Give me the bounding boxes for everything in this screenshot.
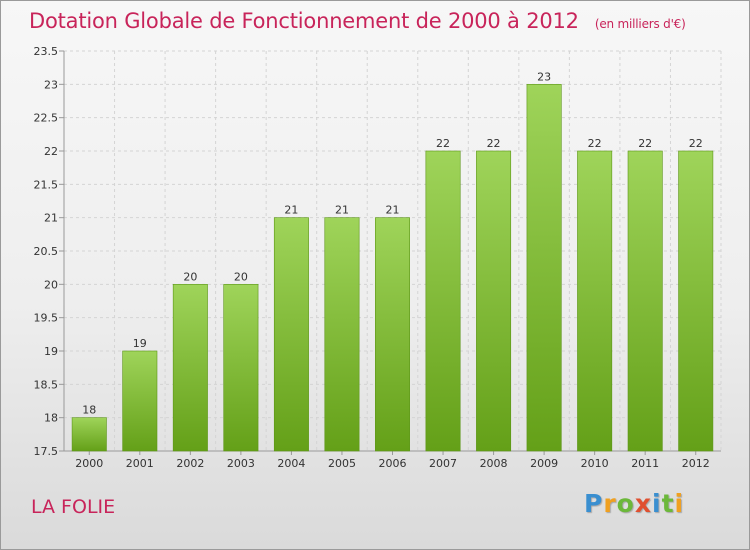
bar-value-label: 22: [689, 137, 703, 150]
bar: [273, 217, 309, 452]
bar: [627, 150, 663, 452]
y-tick-label: 21: [44, 212, 58, 225]
bar: [223, 284, 259, 452]
x-tick-label: 2005: [328, 457, 356, 470]
bar-value-label: 20: [234, 270, 248, 283]
bar-value-label: 21: [335, 204, 349, 217]
x-tick-label: 2003: [227, 457, 255, 470]
bar-value-label: 23: [537, 70, 551, 83]
x-tick-label: 2002: [176, 457, 204, 470]
logo-letter: i: [674, 489, 685, 518]
logo-letter: t: [661, 489, 675, 518]
y-tick-label: 20: [44, 278, 58, 291]
bar: [172, 284, 208, 452]
chart-title: Dotation Globale de Fonctionnement de 20…: [29, 9, 686, 33]
chart-title-text: Dotation Globale de Fonctionnement de 20…: [29, 9, 579, 33]
y-tick-label: 18: [44, 412, 58, 425]
place-name: LA FOLIE: [31, 496, 116, 518]
bar: [678, 150, 714, 452]
logo-letter: x: [634, 489, 652, 518]
logo-letter: P: [584, 489, 604, 518]
x-tick-label: 2001: [126, 457, 154, 470]
y-tick-label: 21.5: [34, 178, 59, 191]
logo-letter: i: [652, 489, 662, 518]
bar-value-label: 22: [638, 137, 652, 150]
logo-letter: r: [603, 489, 617, 518]
bar-value-label: 21: [284, 204, 298, 217]
bar-value-label: 21: [386, 204, 400, 217]
bar: [122, 350, 158, 452]
bar: [375, 217, 410, 452]
bar-value-label: 22: [436, 137, 450, 150]
x-tick-label: 2007: [429, 457, 457, 470]
logo-letter: o: [616, 489, 635, 518]
y-tick-label: 20.5: [34, 245, 59, 258]
y-tick-label: 23: [44, 78, 58, 91]
x-tick-label: 2000: [75, 457, 103, 470]
bar: [577, 150, 613, 452]
x-tick-label: 2012: [682, 457, 710, 470]
x-tick-label: 2008: [480, 457, 508, 470]
y-tick-label: 19: [44, 345, 58, 358]
bar: [476, 150, 512, 452]
bar-value-label: 22: [588, 137, 602, 150]
bar-value-label: 19: [133, 337, 147, 350]
x-tick-label: 2011: [631, 457, 659, 470]
y-tick-label: 22: [44, 145, 58, 158]
y-tick-label: 19.5: [34, 312, 59, 325]
x-tick-label: 2006: [379, 457, 407, 470]
bar-value-label: 20: [183, 270, 197, 283]
y-tick-label: 18.5: [34, 378, 59, 391]
bar: [526, 84, 562, 452]
bar-value-label: 18: [82, 404, 96, 417]
chart-subtitle: (en milliers d'€): [594, 17, 686, 31]
bar-value-label: 22: [487, 137, 501, 150]
y-tick-label: 23.5: [34, 45, 59, 58]
bar: [425, 150, 461, 452]
bar: [324, 217, 360, 452]
x-tick-label: 2004: [277, 457, 305, 470]
x-tick-label: 2010: [581, 457, 609, 470]
y-tick-label: 17.5: [34, 445, 59, 458]
proxiti-logo: Proxiti: [584, 489, 684, 518]
x-tick-label: 2009: [530, 457, 558, 470]
bar: [71, 417, 107, 452]
y-tick-label: 22.5: [34, 112, 59, 125]
